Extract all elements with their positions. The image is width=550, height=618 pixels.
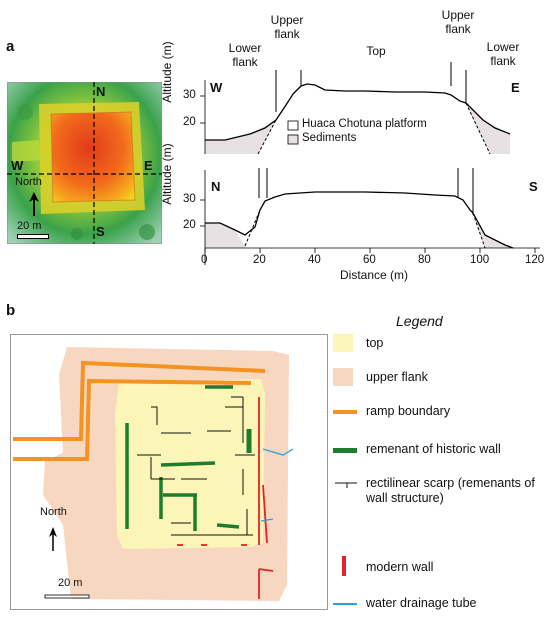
drainage-tube [262, 448, 294, 456]
we-ylabel: Altitude (m) [160, 41, 174, 103]
compass-n-label: N [96, 84, 106, 99]
legend-ramp-swatch [333, 410, 357, 414]
legend-flank-label: upper flank [366, 370, 428, 384]
ns-surface-line [205, 191, 514, 249]
ns-left-dir: N [211, 179, 221, 194]
profile-we [200, 80, 511, 155]
plan-scale-bar [44, 594, 90, 599]
xtick-label-60: 60 [363, 254, 376, 266]
compass-e-label: E [144, 158, 153, 173]
site-plan-frame [10, 334, 328, 610]
ns-sediment-left [205, 223, 245, 248]
ramp-boundary-line-1 [13, 360, 266, 441]
compass-s-label: S [96, 224, 105, 239]
zone-lower-flank-left: Lower flank [228, 41, 262, 69]
legend-scarp-swatch [335, 482, 357, 488]
xaxis-label: Distance (m) [340, 268, 409, 282]
ns-ylabel: Altitude (m) [160, 143, 174, 205]
legend-sediment-label: Sediments [302, 132, 357, 144]
dem-image [6, 81, 163, 245]
compass-w-label: W [11, 158, 24, 173]
zone-upper-flank-right: Upper flank [441, 8, 475, 36]
zone-top: Top [366, 44, 386, 58]
we-sediment-right [466, 103, 510, 154]
dem-scale-label: 20 m [17, 220, 42, 232]
plan-scale-label: 20 m [58, 577, 83, 589]
we-ytick-30-label: 30 [183, 89, 196, 101]
ns-ytick-30-label: 30 [183, 193, 196, 205]
legend-flank-swatch [333, 368, 353, 386]
we-platform-edge-right [465, 102, 491, 155]
drainage-tube [260, 518, 274, 522]
legend-ramp-label: ramp boundary [366, 404, 451, 418]
legend-drainage-swatch [333, 603, 357, 605]
ns-right-dir: S [529, 179, 538, 194]
legend-historic-wall-swatch [333, 448, 357, 453]
xtick-label-20: 20 [253, 254, 266, 266]
we-left-dir: W [210, 80, 223, 95]
legend-sediment-swatch [287, 134, 299, 145]
we-ytick-20-label: 20 [183, 116, 196, 128]
historic-wall [216, 523, 240, 529]
zone-upper-flank-left: Upper flank [270, 13, 304, 41]
dem-map: N W E S North 20 m [6, 81, 163, 245]
zone-lower-flank-right: Lower flank [486, 40, 520, 68]
plan-north-arrow-icon [49, 527, 57, 551]
modern-wall [258, 568, 274, 572]
legend-drainage-label: water drainage tube [366, 596, 477, 610]
xtick-label-40: 40 [308, 254, 321, 266]
plan-north-label: North [40, 506, 67, 518]
profile-ns [200, 168, 540, 265]
legend-modern-wall-swatch [342, 556, 346, 576]
legend-platform-swatch [287, 120, 299, 131]
legend-scarp-label: rectilinear scarp (remenants of wall str… [366, 476, 535, 505]
we-right-dir: E [511, 80, 520, 95]
dem-north-label: North [15, 176, 42, 188]
ns-platform-edge-right [472, 212, 486, 249]
ramp-boundary-line-2 [13, 378, 252, 461]
historic-wall [160, 461, 216, 467]
ns-platform-edge-left [244, 209, 261, 247]
legend-modern-wall-label: modern wall [366, 560, 434, 574]
dem-north-arrow-icon [29, 192, 39, 216]
xtick-label-80: 80 [418, 254, 431, 266]
legend-top-swatch [333, 334, 353, 352]
xtick-label-0: 0 [201, 254, 208, 266]
legend-platform-label: Huaca Chotuna platform [302, 118, 427, 130]
xtick-label-120: 120 [525, 254, 545, 266]
we-sediment-left [205, 120, 276, 154]
legend-historic-wall-label: remenant of historic wall [366, 442, 501, 456]
scarp [151, 406, 158, 425]
profiles-chart [200, 62, 540, 265]
panel-a-letter: a [6, 38, 15, 55]
ns-sediment-right [473, 213, 513, 248]
xtick-label-100: 100 [470, 254, 490, 266]
ns-ytick-20-label: 20 [183, 219, 196, 231]
panel-b-letter: b [6, 302, 16, 319]
site-plan [13, 347, 294, 601]
we-platform-edge-left [257, 119, 277, 155]
modern-wall [262, 484, 268, 544]
we-surface-line [205, 83, 511, 141]
legend-title: Legend [396, 313, 443, 329]
legend-top-label: top [366, 336, 384, 350]
dem-scale-bar [17, 234, 49, 239]
